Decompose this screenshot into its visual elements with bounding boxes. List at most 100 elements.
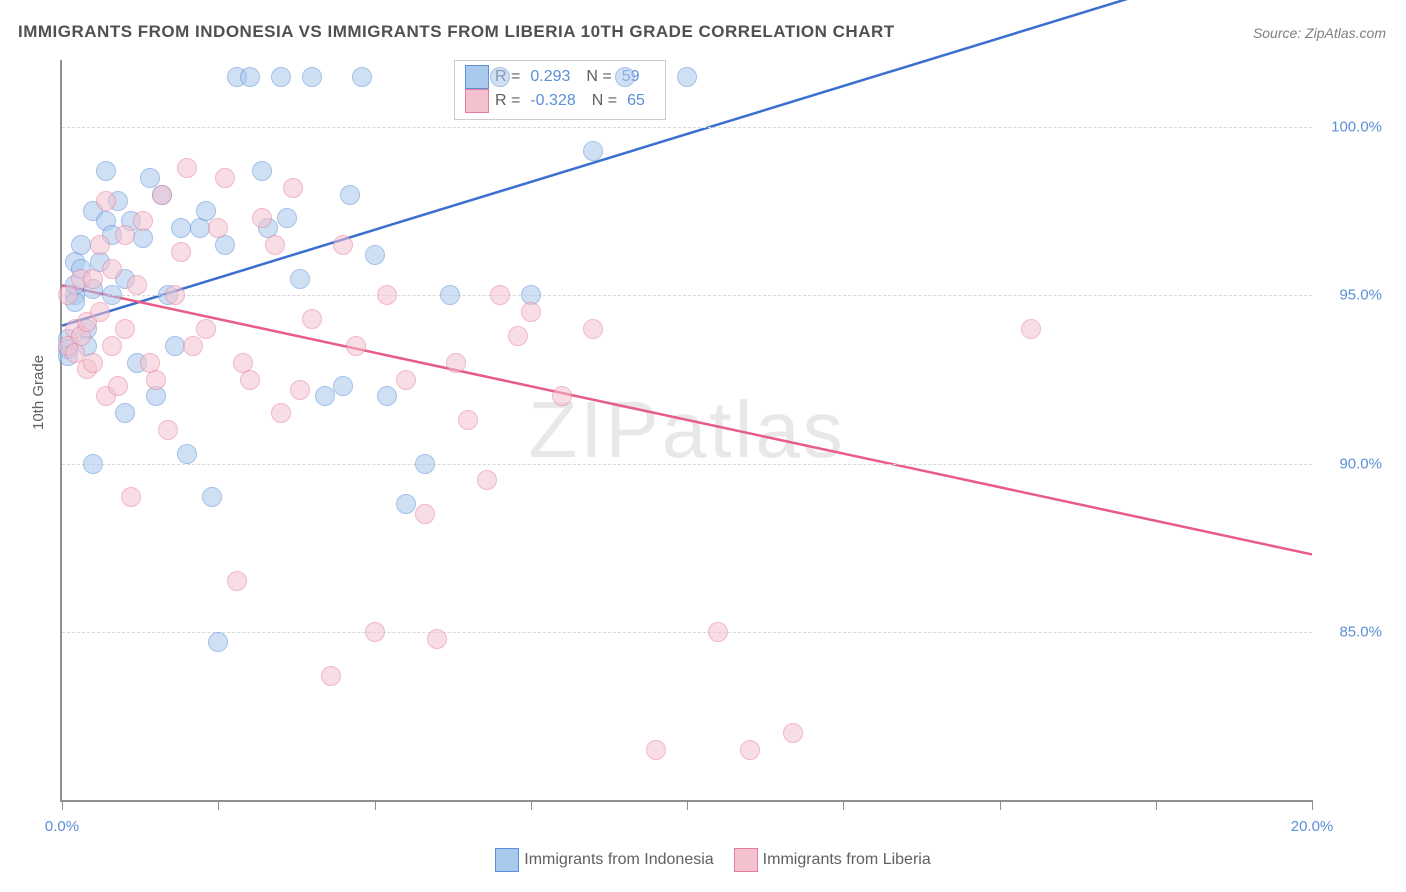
data-point — [108, 376, 128, 396]
legend-row: R =-0.328N =65 — [465, 89, 655, 113]
legend-series-label: Immigrants from Liberia — [763, 851, 931, 868]
data-point — [646, 740, 666, 760]
data-point — [90, 302, 110, 322]
gridline — [62, 632, 1312, 633]
legend-n-label: N = — [586, 68, 611, 86]
legend-swatch — [465, 89, 489, 113]
data-point — [102, 285, 122, 305]
legend-r-value: 0.293 — [530, 68, 570, 86]
data-point — [415, 504, 435, 524]
data-point — [171, 218, 191, 238]
y-tick-label: 90.0% — [1339, 455, 1382, 472]
data-point — [271, 67, 291, 87]
data-point — [158, 420, 178, 440]
source-label: Source: ZipAtlas.com — [1253, 25, 1386, 41]
legend-n-value: 65 — [627, 92, 645, 110]
x-tick — [531, 800, 532, 810]
data-point — [490, 285, 510, 305]
data-point — [365, 245, 385, 265]
data-point — [115, 403, 135, 423]
legend-r-label: R = — [495, 92, 520, 110]
chart-title: IMMIGRANTS FROM INDONESIA VS IMMIGRANTS … — [18, 22, 895, 42]
x-tick — [1156, 800, 1157, 810]
data-point — [90, 235, 110, 255]
gridline — [62, 464, 1312, 465]
regression-line — [62, 285, 1312, 554]
y-tick-label: 100.0% — [1331, 119, 1382, 136]
data-point — [133, 211, 153, 231]
legend-r-value: -0.328 — [530, 92, 575, 110]
legend-swatch — [465, 65, 489, 89]
plot-area: ZIPatlas R =0.293N =59R =-0.328N =65 85.… — [60, 60, 1312, 802]
data-point — [321, 666, 341, 686]
x-tick-label: 20.0% — [1291, 818, 1334, 835]
gridline — [62, 127, 1312, 128]
data-point — [352, 67, 372, 87]
y-axis-label: 10th Grade — [30, 355, 47, 430]
data-point — [290, 269, 310, 289]
data-point — [265, 235, 285, 255]
data-point — [102, 259, 122, 279]
data-point — [240, 67, 260, 87]
data-point — [521, 302, 541, 322]
data-point — [152, 185, 172, 205]
data-point — [365, 622, 385, 642]
data-point — [227, 571, 247, 591]
data-point — [252, 161, 272, 181]
data-point — [277, 208, 297, 228]
data-point — [102, 336, 122, 356]
data-point — [458, 410, 478, 430]
data-point — [377, 285, 397, 305]
data-point — [115, 319, 135, 339]
data-point — [440, 285, 460, 305]
data-point — [127, 275, 147, 295]
data-point — [177, 158, 197, 178]
data-point — [315, 386, 335, 406]
x-tick — [687, 800, 688, 810]
data-point — [396, 370, 416, 390]
data-point — [208, 632, 228, 652]
data-point — [83, 454, 103, 474]
data-point — [677, 67, 697, 87]
regression-line — [62, 0, 1312, 326]
data-point — [583, 319, 603, 339]
data-point — [121, 487, 141, 507]
x-tick — [375, 800, 376, 810]
data-point — [615, 67, 635, 87]
data-point — [333, 235, 353, 255]
data-point — [252, 208, 272, 228]
data-point — [783, 723, 803, 743]
data-point — [446, 353, 466, 373]
data-point — [333, 376, 353, 396]
data-point — [71, 235, 91, 255]
data-point — [240, 370, 260, 390]
data-point — [146, 370, 166, 390]
data-point — [202, 487, 222, 507]
data-point — [115, 225, 135, 245]
series-legend: Immigrants from Indonesia Immigrants from… — [0, 848, 1406, 872]
data-point — [83, 353, 103, 373]
data-point — [740, 740, 760, 760]
data-point — [708, 622, 728, 642]
data-point — [415, 454, 435, 474]
data-point — [183, 336, 203, 356]
data-point — [165, 285, 185, 305]
y-tick-label: 95.0% — [1339, 287, 1382, 304]
data-point — [290, 380, 310, 400]
data-point — [208, 218, 228, 238]
x-tick-label: 0.0% — [45, 818, 79, 835]
legend-series-label: Immigrants from Indonesia — [524, 851, 713, 868]
data-point — [171, 242, 191, 262]
regression-lines — [62, 60, 1312, 800]
data-point — [396, 494, 416, 514]
data-point — [215, 168, 235, 188]
data-point — [83, 269, 103, 289]
data-point — [165, 336, 185, 356]
data-point — [283, 178, 303, 198]
legend-swatch — [734, 848, 758, 872]
data-point — [1021, 319, 1041, 339]
data-point — [508, 326, 528, 346]
gridline — [62, 295, 1312, 296]
data-point — [96, 191, 116, 211]
x-tick — [218, 800, 219, 810]
